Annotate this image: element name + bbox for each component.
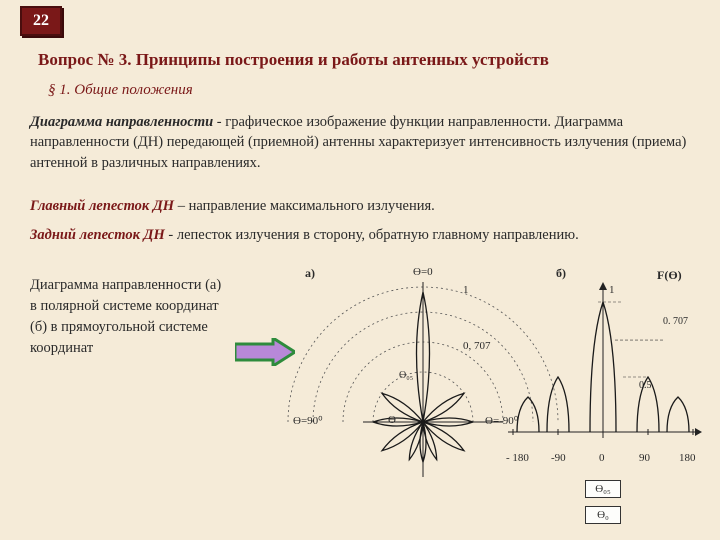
label-x-n90: -90	[551, 452, 566, 464]
section-subtitle: § 1. Общие положения	[48, 82, 193, 99]
label-f-theta: F(Ө)	[657, 268, 682, 283]
paragraph-main-lobe: Главный лепесток ДН – направление максим…	[30, 196, 690, 216]
label-0707-a: 0, 707	[463, 340, 491, 352]
label-x-90: 90	[639, 452, 650, 464]
label-x-180: 180	[679, 452, 696, 464]
term-back-lobe: Задний лепесток ДН	[30, 227, 165, 243]
label-b: б)	[556, 266, 566, 281]
paragraph-back-lobe: Задний лепесток ДН - лепесток излучения …	[30, 225, 670, 245]
paragraph-definition: Диаграмма направленности - графическое и…	[30, 112, 690, 173]
footer-box-theta0: Ө₀	[585, 506, 621, 524]
label-0707-b: 0. 707	[663, 316, 688, 327]
diagram-area: а) б) Ө=0 1 0, 707 Ө₀₅ Ө=90⁰ Ө=-90⁰ Ө F(…	[303, 262, 703, 522]
footer-box-theta05: Ө₀₅	[585, 480, 621, 498]
arrow-icon	[235, 338, 295, 366]
page-number-badge: 22	[20, 6, 62, 36]
label-theta-90: Ө=90⁰	[293, 414, 323, 427]
label-x-n180: - 180	[506, 452, 529, 464]
label-theta05-a: Ө₀₅	[399, 370, 413, 381]
text-p3: - лепесток излучения в сторону, обратную…	[165, 227, 579, 243]
label-one-b: 1	[609, 284, 615, 296]
text-p2: – направление максимального излучения.	[174, 198, 435, 214]
label-theta-neg90: Ө=-90⁰	[485, 414, 518, 427]
label-x-0: 0	[599, 452, 605, 464]
caption-aside: Диаграмма направленности (а) в полярной …	[30, 275, 230, 359]
term-radiation-pattern: Диаграмма направленности	[30, 114, 213, 130]
label-one-a: 1	[463, 284, 469, 296]
question-title: Вопрос № 3. Принципы построения и работы…	[38, 50, 549, 70]
label-05-b: 0.5	[639, 380, 652, 391]
label-a: а)	[305, 266, 315, 281]
label-theta-zero: Ө=0	[413, 266, 433, 278]
term-main-lobe: Главный лепесток ДН	[30, 198, 174, 214]
label-theta-axis-a: Ө	[388, 414, 396, 426]
